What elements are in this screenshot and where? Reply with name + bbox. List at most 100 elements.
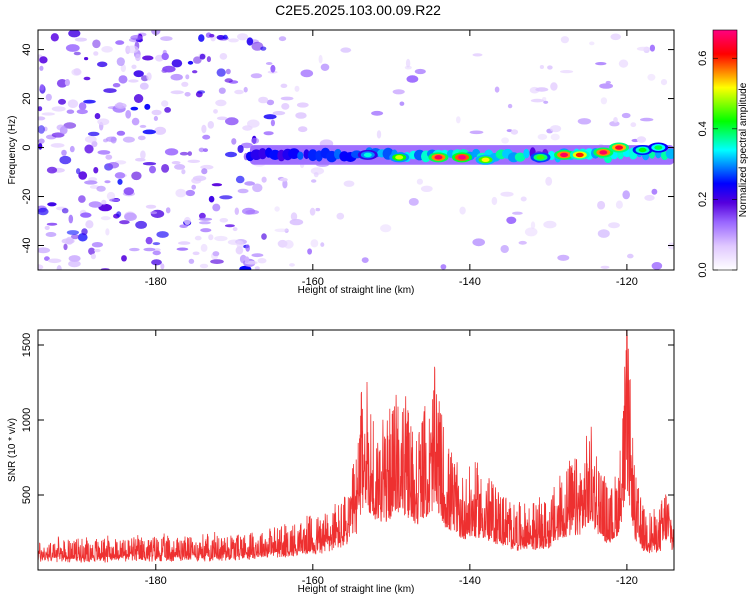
- noise-blob: [116, 57, 125, 66]
- noise-blob: [510, 129, 519, 135]
- noise-blob: [76, 168, 81, 175]
- noise-blob: [191, 184, 196, 190]
- noise-blob: [199, 53, 206, 60]
- noise-blob: [56, 124, 65, 131]
- noise-blob: [109, 198, 120, 202]
- noise-blob: [184, 92, 191, 97]
- noise-blob: [118, 75, 128, 84]
- noise-blob: [224, 224, 235, 228]
- noise-blob: [80, 212, 92, 218]
- noise-blob: [245, 244, 250, 252]
- noise-blob: [294, 85, 300, 92]
- noise-blob: [197, 90, 206, 94]
- noise-blob: [179, 224, 188, 228]
- noise-blob: [406, 75, 419, 83]
- noise-blob: [183, 216, 191, 226]
- noise-blob: [120, 64, 127, 73]
- noise-blob: [38, 247, 51, 254]
- noise-blob: [491, 196, 498, 206]
- noise-blob: [222, 34, 228, 40]
- y-tick-label: 1000: [21, 408, 33, 432]
- noise-blob: [618, 59, 629, 68]
- colorbar-tick-label: 0.0: [697, 262, 709, 277]
- noise-blob: [131, 171, 142, 181]
- colorbar: 0.0 0.2 0.4 0.6 Normalized spectral amplitu…: [697, 29, 749, 278]
- noise-blob: [543, 220, 557, 229]
- y-tick-label: 1500: [21, 333, 33, 357]
- noise-blob: [250, 137, 260, 144]
- snr-frame: [37, 329, 675, 571]
- noise-blob: [146, 72, 152, 81]
- y-tick-label: 0: [21, 144, 33, 150]
- noise-blob: [112, 83, 121, 88]
- noise-blob: [290, 212, 298, 221]
- noise-blob: [254, 266, 260, 270]
- noise-blob: [636, 46, 650, 51]
- noise-blob: [260, 46, 267, 51]
- noise-blob: [281, 103, 290, 110]
- noise-blob: [188, 258, 195, 264]
- noise-blob: [535, 87, 549, 92]
- noise-blob: [212, 203, 221, 212]
- noise-blob: [50, 33, 59, 42]
- noise-blob: [649, 44, 656, 52]
- noise-blob: [51, 132, 65, 138]
- noise-blob: [206, 56, 211, 63]
- noise-blob: [77, 233, 88, 242]
- noise-blob: [280, 177, 288, 182]
- noise-blob: [272, 111, 286, 116]
- noise-blob: [211, 183, 223, 187]
- noise-blob: [176, 247, 189, 251]
- noise-blob: [85, 220, 94, 229]
- noise-blob: [115, 40, 125, 45]
- noise-blob: [187, 60, 194, 65]
- noise-blob: [371, 110, 384, 116]
- noise-blob: [65, 44, 80, 52]
- noise-blob: [278, 36, 287, 42]
- y-tick-label: -40: [21, 238, 33, 254]
- spectrogram-x-axis-label: Height of straight line (km): [298, 285, 415, 296]
- snr-x-ticks: -180 -160 -140 -120: [145, 330, 638, 587]
- noise-blob: [640, 117, 654, 122]
- signal-cell: [303, 149, 310, 160]
- colorbar-frame: [712, 29, 738, 271]
- noise-blob: [94, 113, 101, 120]
- noise-blob: [170, 90, 184, 95]
- noise-blob: [66, 109, 75, 114]
- noise-blob: [550, 133, 560, 141]
- noise-blob: [170, 73, 183, 81]
- noise-blob: [550, 82, 558, 91]
- colorbar-tick-label: 0.2: [697, 192, 709, 207]
- noise-blob: [595, 62, 607, 66]
- noise-blob: [103, 138, 109, 143]
- noise-blob: [63, 243, 68, 251]
- noise-blob: [198, 217, 213, 221]
- noise-blob: [67, 99, 79, 108]
- noise-blob: [140, 150, 146, 159]
- noise-blob: [336, 212, 345, 220]
- snr-x-axis-label: Height of straight line (km): [298, 584, 415, 595]
- noise-blob: [187, 151, 192, 157]
- noise-blob: [116, 130, 126, 136]
- noise-blob: [164, 148, 179, 156]
- x-tick-label: -140: [459, 575, 481, 587]
- noise-blob: [164, 107, 172, 113]
- noise-blob: [310, 167, 325, 175]
- noise-blob: [133, 70, 144, 78]
- noise-blob: [198, 221, 211, 225]
- noise-blob: [171, 161, 181, 165]
- spectrogram-y-ticks: -40 -20 0 20 40: [21, 43, 674, 253]
- noise-blob: [512, 211, 523, 215]
- noise-blob: [231, 138, 237, 145]
- noise-blob: [597, 229, 610, 238]
- noise-blob: [78, 171, 88, 180]
- noise-blob: [236, 240, 244, 249]
- noise-blob: [73, 68, 81, 76]
- noise-blob: [296, 102, 309, 108]
- signal-cell: [258, 148, 267, 160]
- noise-blob: [122, 136, 135, 143]
- noise-blob: [234, 89, 244, 95]
- signal-peak-core: [654, 145, 663, 150]
- noise-blob: [282, 179, 288, 189]
- noise-blob: [178, 241, 191, 245]
